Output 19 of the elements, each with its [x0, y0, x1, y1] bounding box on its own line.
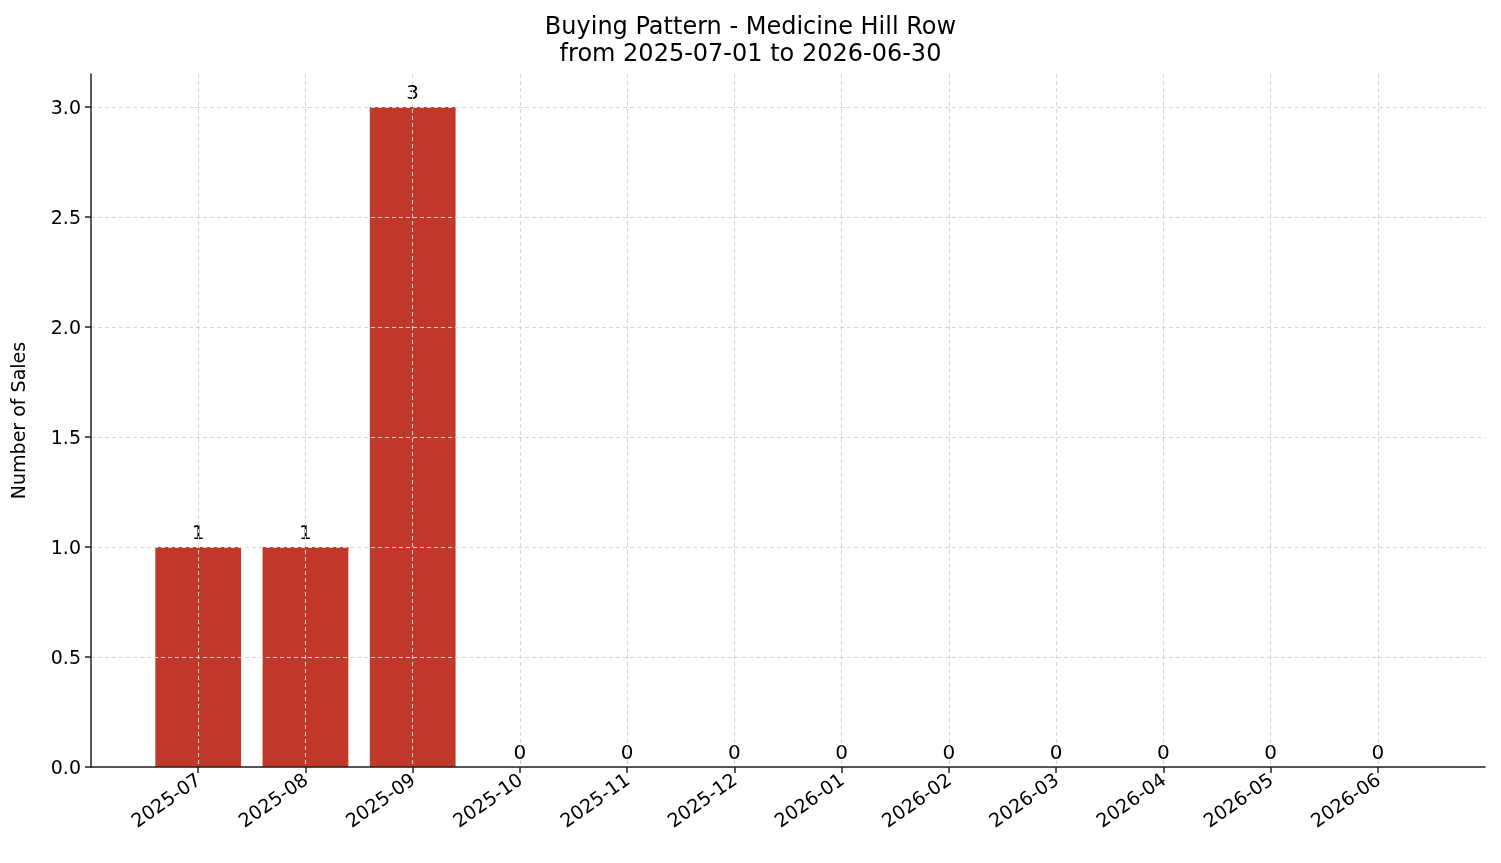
- data-label: 0: [1049, 740, 1063, 764]
- y-axis-title: Number of Sales: [6, 341, 29, 500]
- y-tick-label: 1.0: [50, 536, 81, 558]
- data-label: 0: [728, 740, 741, 764]
- y-tick-label: 3.0: [50, 96, 81, 118]
- y-tick-label: 1.5: [50, 426, 81, 448]
- chart-title: Buying Pattern - Medicine Hill Row: [544, 12, 957, 40]
- data-label: 0: [942, 740, 956, 764]
- y-tick-label: 2.0: [50, 316, 81, 338]
- y-tick-label: 0.5: [50, 646, 81, 668]
- y-tick-label: 2.5: [50, 206, 81, 228]
- data-label: 0: [1264, 740, 1277, 764]
- data-label: 0: [835, 740, 848, 764]
- data-label: 0: [1371, 740, 1385, 764]
- y-tick-label: 0.0: [50, 756, 81, 778]
- data-label: 0: [513, 740, 527, 764]
- data-label: 0: [1156, 740, 1170, 764]
- chart-subtitle: from 2025-07-01 to 2026-06-30: [559, 39, 942, 67]
- data-label: 0: [620, 740, 634, 764]
